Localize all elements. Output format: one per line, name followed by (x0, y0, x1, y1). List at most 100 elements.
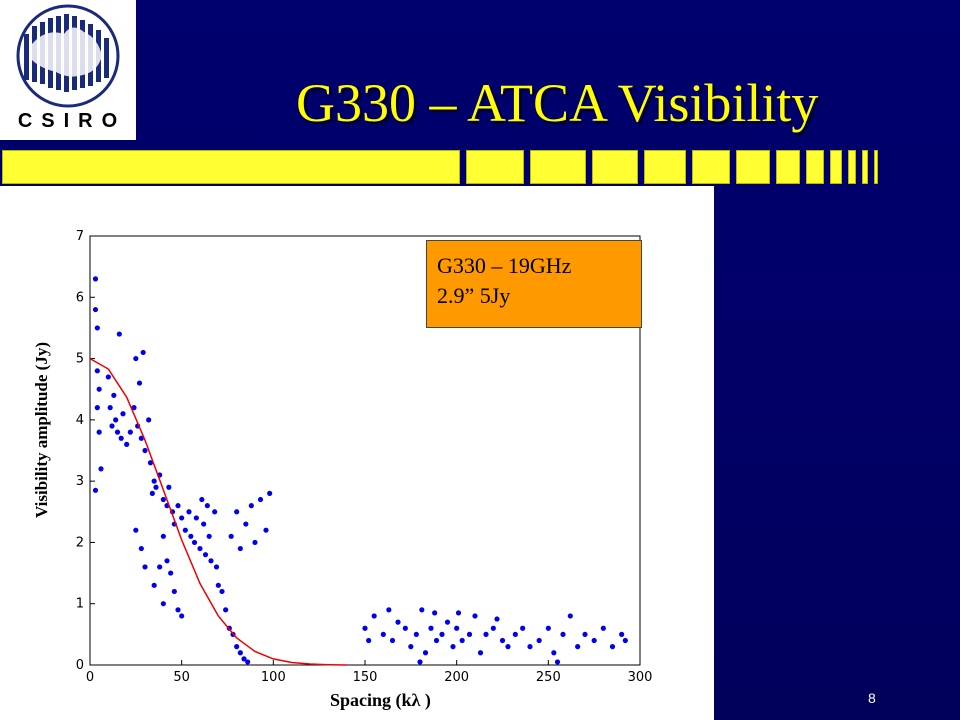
data-point (243, 521, 249, 527)
accent-bar-segment (862, 150, 868, 184)
data-point (454, 625, 460, 631)
data-point (472, 613, 478, 619)
data-point (142, 564, 148, 570)
data-point (179, 613, 185, 619)
data-point (520, 625, 526, 631)
accent-bar-segment (830, 150, 842, 184)
data-point (138, 435, 144, 441)
data-point (380, 631, 386, 637)
data-point (213, 564, 220, 570)
data-point (197, 545, 203, 552)
data-point (422, 650, 429, 656)
data-point (188, 533, 194, 539)
data-point (146, 417, 152, 423)
data-point (160, 496, 166, 503)
data-point (160, 533, 166, 539)
data-point (149, 490, 155, 496)
data-point (433, 637, 440, 644)
data-point (494, 616, 500, 622)
data-point (138, 545, 144, 552)
data-point (111, 392, 117, 398)
data-point (127, 429, 133, 435)
data-point (151, 582, 157, 588)
y-tick-label: 7 (76, 229, 84, 244)
x-tick-label: 0 (86, 670, 94, 685)
data-point (179, 515, 185, 521)
data-point (371, 613, 377, 619)
data-point (98, 466, 104, 472)
data-point (490, 625, 496, 631)
data-point (499, 637, 506, 644)
data-point (147, 460, 154, 466)
data-point (237, 545, 243, 552)
data-point (120, 411, 126, 417)
data-point (234, 509, 240, 515)
accent-bar-segment (2, 150, 460, 184)
data-point (257, 496, 264, 503)
data-point (118, 435, 124, 441)
data-point (622, 637, 628, 644)
data-point (202, 552, 209, 558)
data-point (252, 539, 258, 546)
data-point (215, 582, 221, 588)
y-tick-label: 4 (76, 413, 84, 428)
x-tick-label: 50 (173, 670, 190, 685)
y-tick-label: 6 (76, 290, 84, 305)
data-point (116, 331, 122, 337)
x-tick-label: 100 (261, 670, 286, 685)
data-point (366, 637, 372, 644)
data-point (575, 644, 581, 650)
data-point (105, 374, 111, 380)
data-point (408, 644, 414, 650)
x-tick-label: 200 (444, 670, 469, 685)
data-point (248, 503, 254, 509)
data-point (206, 533, 212, 539)
data-point (124, 441, 130, 447)
accent-bar-segment (874, 150, 878, 184)
data-point (413, 631, 419, 637)
data-point (237, 650, 243, 656)
csiro-logo: CSIRO (0, 0, 136, 140)
australia-map-icon (16, 4, 120, 108)
data-point (94, 325, 100, 331)
data-point (92, 487, 99, 493)
data-point (591, 637, 597, 644)
data-point (619, 631, 625, 637)
data-point (432, 610, 438, 616)
data-point (505, 644, 511, 650)
data-point (96, 386, 102, 392)
data-point (131, 405, 137, 411)
data-point (160, 601, 166, 607)
accent-bar-segment (644, 150, 686, 184)
data-point (136, 380, 143, 386)
data-point (536, 637, 542, 644)
data-point (164, 558, 170, 564)
data-point (212, 509, 218, 515)
data-point (245, 659, 251, 665)
data-point (208, 558, 214, 564)
data-point (109, 423, 115, 429)
logo-text: CSIRO (17, 110, 127, 132)
y-tick-label: 1 (76, 597, 84, 612)
data-point (186, 509, 192, 515)
x-tick-label: 300 (628, 670, 653, 685)
data-point (609, 644, 616, 650)
data-point (362, 625, 368, 631)
data-point (477, 650, 484, 656)
data-point (92, 306, 99, 313)
data-point (567, 613, 573, 619)
data-point (450, 644, 456, 650)
data-point (466, 631, 473, 637)
y-tick-label: 2 (76, 535, 84, 550)
data-point (483, 631, 489, 637)
accent-bar-segment (530, 150, 586, 184)
accent-bar-segment (466, 150, 524, 184)
data-point (267, 490, 273, 496)
data-point (142, 447, 148, 454)
data-point (133, 527, 139, 533)
data-point (386, 607, 392, 613)
annotation-line-1: G330 – 19GHz (437, 253, 572, 278)
data-point (582, 631, 588, 637)
slide-title: G330 – ATCA Visibility (296, 73, 819, 133)
annotation-box: G330 – 19GHz 2.9” 5Jy (426, 240, 642, 328)
